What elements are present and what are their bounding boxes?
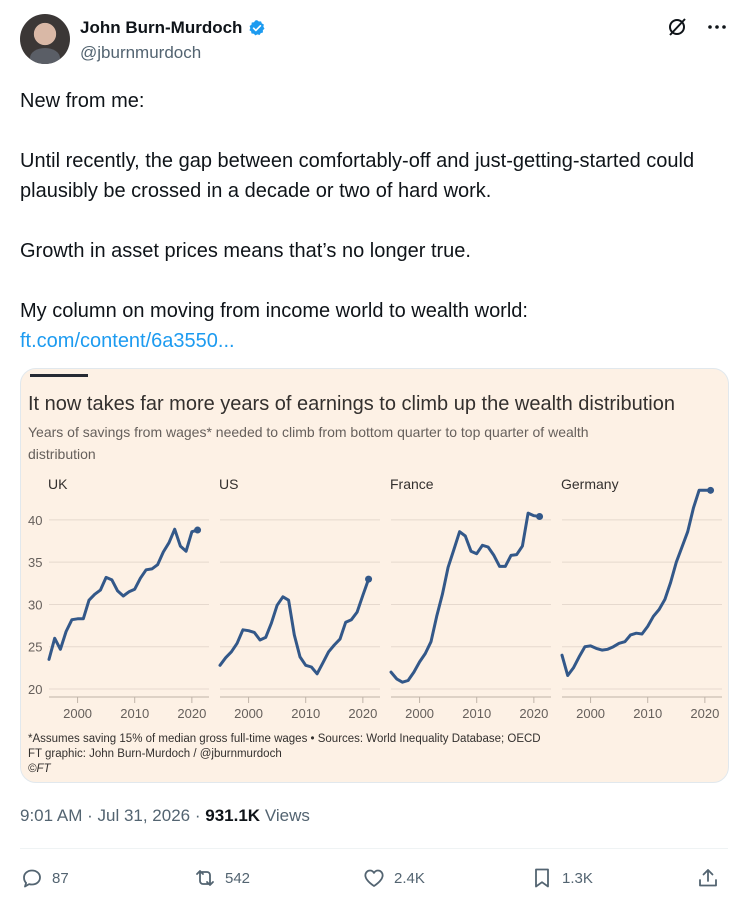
series-end-dot [707, 486, 715, 494]
chart-svg: It now takes far more years of earnings … [28, 374, 722, 775]
panel-label: US [219, 476, 238, 492]
panel-label: Germany [561, 476, 619, 492]
x-tick-label: 2010 [633, 706, 662, 721]
x-tick-label: 2010 [291, 706, 320, 721]
author-name-row: John Burn-Murdoch [80, 18, 266, 38]
tweet-date[interactable]: Jul 31, 2026 [97, 806, 191, 825]
y-tick-label: 40 [28, 513, 42, 528]
x-tick-label: 2020 [177, 706, 206, 721]
series-line-germany [560, 488, 713, 677]
x-tick-label: 2000 [576, 706, 605, 721]
tweet-meta: 9:01 AM · Jul 31, 2026 · 931.1K Views [20, 806, 310, 826]
x-tick-label: 2020 [348, 706, 377, 721]
bookmark-count: 1.3K [562, 869, 593, 887]
series-line-us [218, 577, 371, 676]
chart-credit: FT graphic: John Burn-Murdoch / @jburnmu… [28, 748, 282, 760]
series-line-uk [47, 527, 200, 661]
avatar[interactable] [20, 14, 70, 64]
x-tick-label: 2010 [462, 706, 491, 721]
grok-icon[interactable] [666, 16, 688, 38]
views-count: 931.1K [205, 806, 261, 825]
chart-subtitle: Years of savings from wages* needed to c… [28, 424, 589, 440]
y-tick-label: 25 [28, 640, 42, 655]
series-end-dot [194, 526, 202, 534]
share-icon [699, 869, 717, 887]
tweet-line-2: Until recently, the gap between comforta… [20, 150, 695, 202]
like-count: 2.4K [394, 869, 425, 887]
header-actions [666, 16, 728, 38]
series-end-dot [536, 513, 544, 521]
chart-subtitle: distribution [28, 446, 96, 462]
chart-copyright: ©FT [28, 763, 51, 775]
tweet-header: John Burn-Murdoch @jburnmurdoch [20, 14, 728, 66]
divider [20, 848, 728, 849]
series-line-france [389, 511, 542, 684]
bookmark-icon [535, 868, 549, 888]
like-button[interactable]: 2.4K [362, 866, 425, 890]
more-options-icon[interactable] [706, 16, 728, 38]
tweet-line-3: Growth in asset prices means that’s no l… [20, 240, 471, 262]
author-name[interactable]: John Burn-Murdoch [80, 18, 243, 37]
series-end-dot [365, 575, 373, 583]
reply-icon [23, 869, 41, 888]
chart-title: It now takes far more years of earnings … [28, 393, 675, 415]
tweet-body: New from me: Until recently, the gap bet… [20, 86, 720, 356]
reply-button[interactable]: 87 [20, 866, 69, 890]
repost-button[interactable]: 542 [193, 866, 250, 890]
ft-top-bar [30, 374, 88, 377]
tweet-line-4: My column on moving from income world to… [20, 300, 528, 322]
chart-footnote: *Assumes saving 15% of median gross full… [28, 733, 541, 745]
x-tick-label: 2000 [63, 706, 92, 721]
repost-count: 542 [225, 869, 251, 887]
meta-separator: · [87, 806, 98, 825]
views-label: Views [264, 806, 310, 825]
x-tick-label: 2010 [120, 706, 149, 721]
panel-label: UK [48, 476, 68, 492]
repost-icon [196, 870, 214, 886]
reply-count: 87 [52, 869, 69, 887]
action-bar: 87 542 2.4K 1.3K [20, 866, 728, 894]
y-tick-label: 30 [28, 597, 42, 612]
y-tick-label: 35 [28, 555, 42, 570]
heart-icon [364, 869, 384, 887]
panel-label: France [390, 476, 434, 492]
article-link[interactable]: ft.com/content/6a3550... [20, 330, 235, 352]
x-tick-label: 2000 [405, 706, 434, 721]
tweet-time[interactable]: 9:01 AM [20, 806, 83, 825]
y-tick-label: 20 [28, 682, 42, 697]
bookmark-button[interactable]: 1.3K [530, 866, 593, 890]
x-tick-label: 2020 [690, 706, 719, 721]
tweet-line-1: New from me: [20, 90, 145, 112]
x-tick-label: 2020 [519, 706, 548, 721]
meta-separator: · [194, 806, 206, 825]
verified-badge-icon [249, 20, 265, 36]
share-button[interactable] [696, 866, 720, 890]
x-tick-label: 2000 [234, 706, 263, 721]
author-handle[interactable]: @jburnmurdoch [80, 43, 202, 62]
chart-image-card[interactable]: It now takes far more years of earnings … [20, 368, 729, 783]
